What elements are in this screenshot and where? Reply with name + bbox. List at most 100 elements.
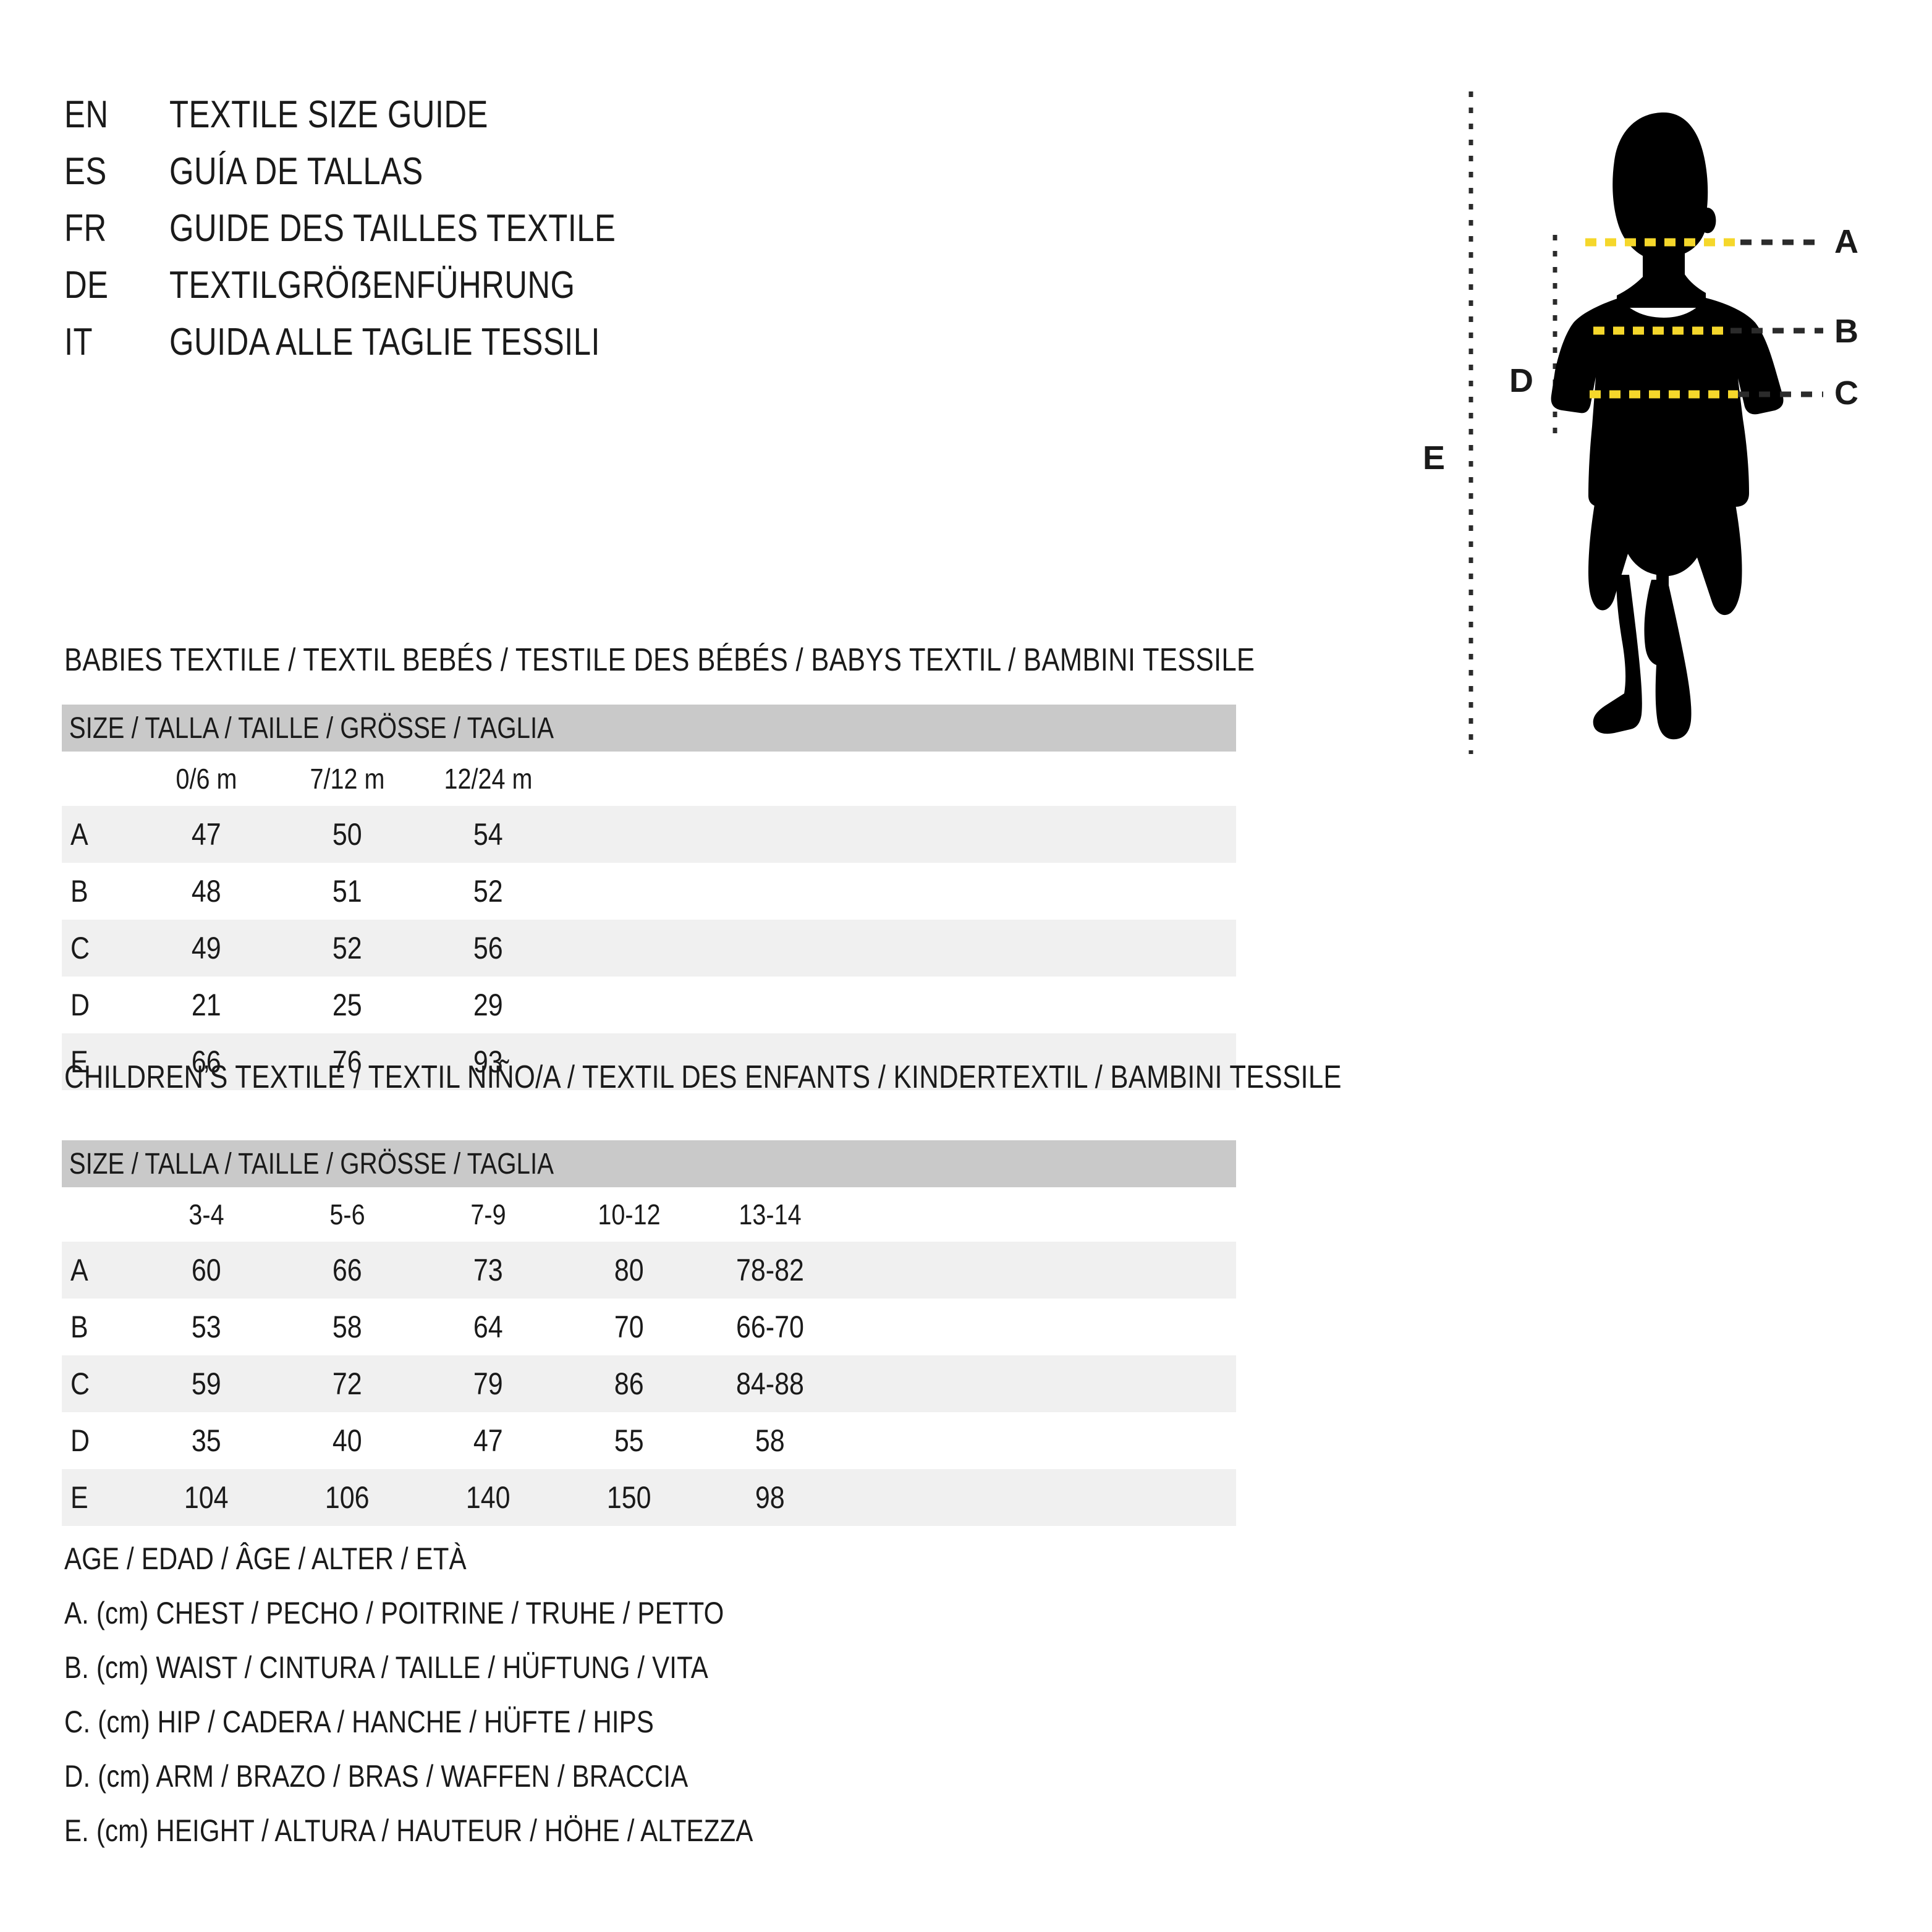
babies-col-header: 12/24 m — [444, 763, 533, 795]
legend-line-age: AGE / EDAD / ÂGE / ALTER / ETÀ — [64, 1541, 467, 1576]
language-title-de: TEXTILGRÖẞENFÜHRUNG — [169, 264, 575, 307]
children-col-header: 3-4 — [189, 1198, 224, 1231]
table-row: E 104 106 140 150 98 — [62, 1469, 1236, 1526]
language-code-en: EN — [64, 93, 109, 136]
table-row: B 48 51 52 — [62, 863, 1236, 920]
children-size-table: SIZE / TALLA / TAILLE / GRÖSSE / TAGLIA … — [62, 1140, 1236, 1526]
babies-size-table: SIZE / TALLA / TAILLE / GRÖSSE / TAGLIA … — [62, 705, 1236, 1090]
spacer-cell — [62, 1187, 136, 1242]
row-letter: E — [62, 1469, 136, 1526]
row-value: 106 — [277, 1469, 418, 1526]
row-value: 47 — [136, 806, 277, 863]
babies-header-label: SIZE / TALLA / TAILLE / GRÖSSE / TAGLIA — [69, 711, 554, 745]
row-value: 25 — [333, 988, 362, 1022]
row-value: 54 — [418, 806, 559, 863]
row-letter: B — [70, 874, 88, 909]
children-column-header-row: 3-4 5-6 7-9 10-12 13-14 — [62, 1187, 1236, 1242]
measurement-legend: AGE / EDAD / ÂGE / ALTER / ETÀ A. (cm) C… — [64, 1532, 884, 1858]
children-col-header: 10-12 — [598, 1198, 661, 1231]
row-value: 51 — [333, 874, 362, 909]
row-value: 58 — [333, 1310, 362, 1344]
row-value: 140 — [418, 1469, 559, 1526]
language-title-fr: GUIDE DES TAILLES TEXTILE — [169, 207, 616, 250]
legend-line-chest: A. (cm) CHEST / PECHO / POITRINE / TRUHE… — [64, 1596, 724, 1630]
spacer-cell — [62, 752, 136, 806]
table-row: C 59 72 79 86 84-88 — [62, 1355, 1236, 1412]
row-value: 66 — [136, 1033, 277, 1090]
dimension-label-e: E — [1423, 439, 1446, 477]
table-row: C 49 52 56 — [62, 920, 1236, 977]
row-value: 56 — [418, 920, 559, 977]
row-value: 49 — [136, 920, 277, 977]
row-letter: A — [62, 806, 136, 863]
row-value: 53 — [192, 1310, 221, 1344]
row-letter: B — [70, 1310, 88, 1344]
row-value: 150 — [559, 1469, 700, 1526]
table-row: D 21 25 29 — [62, 977, 1236, 1033]
row-value: 86 — [559, 1355, 700, 1412]
table-row: D 35 40 47 55 58 — [62, 1412, 1236, 1469]
row-value: 76 — [277, 1033, 418, 1090]
row-value: 72 — [277, 1355, 418, 1412]
legend-line-arm: D. (cm) ARM / BRAZO / BRAS / WAFFEN / BR… — [64, 1759, 688, 1794]
language-title-es: GUÍA DE TALLAS — [169, 150, 423, 193]
language-code-es: ES — [64, 150, 107, 193]
children-col-header: 5-6 — [329, 1198, 365, 1231]
row-value: 84-88 — [700, 1355, 841, 1412]
language-code-fr: FR — [64, 207, 107, 250]
row-value: 79 — [418, 1355, 559, 1412]
row-value: 21 — [192, 988, 221, 1022]
babies-column-header-row: 0/6 m 7/12 m 12/24 m — [62, 752, 1236, 806]
row-value: 66 — [277, 1242, 418, 1299]
language-row: FR GUIDE DES TAILLES TEXTILE — [64, 206, 930, 263]
dimension-label-d: D — [1509, 362, 1533, 399]
row-value: 104 — [136, 1469, 277, 1526]
babies-col-header: 0/6 m — [176, 763, 237, 795]
row-value: 78-82 — [700, 1242, 841, 1299]
row-value: 58 — [755, 1423, 785, 1458]
legend-line-height: E. (cm) HEIGHT / ALTURA / HAUTEUR / HÖHE… — [64, 1813, 753, 1848]
table-row: A 60 66 73 80 78-82 — [62, 1242, 1236, 1299]
body-measurement-diagram: E D A B C — [1397, 80, 1904, 773]
row-value: 55 — [614, 1423, 644, 1458]
row-value: 52 — [277, 920, 418, 977]
row-value: 80 — [559, 1242, 700, 1299]
row-value: 48 — [192, 874, 221, 909]
row-value: 35 — [192, 1423, 221, 1458]
language-row: DE TEXTILGRÖẞENFÜHRUNG — [64, 263, 930, 320]
row-value: 40 — [333, 1423, 362, 1458]
language-code-it: IT — [64, 321, 93, 363]
language-header-block: EN TEXTILE SIZE GUIDE ES GUÍA DE TALLAS … — [64, 93, 930, 377]
row-value: 93 — [418, 1033, 559, 1090]
row-value: 52 — [473, 874, 503, 909]
row-value: 60 — [136, 1242, 277, 1299]
language-row: ES GUÍA DE TALLAS — [64, 150, 930, 206]
language-row: IT GUIDA ALLE TAGLIE TESSILI — [64, 320, 930, 377]
babies-table-header-bar: SIZE / TALLA / TAILLE / GRÖSSE / TAGLIA — [62, 705, 1236, 752]
babies-col-header: 7/12 m — [310, 763, 385, 795]
dimension-label-b: B — [1834, 313, 1858, 350]
language-code-de: DE — [64, 264, 109, 307]
language-row: EN TEXTILE SIZE GUIDE — [64, 93, 930, 150]
row-value: 73 — [418, 1242, 559, 1299]
row-value: 66-70 — [735, 1310, 804, 1344]
row-letter: D — [70, 988, 90, 1022]
language-title-en: TEXTILE SIZE GUIDE — [169, 93, 488, 136]
child-silhouette — [1551, 112, 1784, 740]
table-row: B 53 58 64 70 66-70 — [62, 1299, 1236, 1355]
row-letter: C — [62, 920, 136, 977]
row-value: 29 — [473, 988, 503, 1022]
row-letter: D — [70, 1423, 90, 1458]
dimension-label-a: A — [1834, 223, 1858, 260]
table-row: A 47 50 54 — [62, 806, 1236, 863]
children-table-header-bar: SIZE / TALLA / TAILLE / GRÖSSE / TAGLIA — [62, 1140, 1236, 1187]
row-value: 98 — [700, 1469, 841, 1526]
babies-section-title: BABIES TEXTILE / TEXTIL BEBÉS / TESTILE … — [64, 642, 1255, 678]
language-title-it: GUIDA ALLE TAGLIE TESSILI — [169, 321, 600, 363]
row-letter: E — [62, 1033, 136, 1090]
table-row: E 66 76 93 — [62, 1033, 1236, 1090]
row-value: 47 — [473, 1423, 503, 1458]
legend-line-hip: C. (cm) HIP / CADERA / HANCHE / HÜFTE / … — [64, 1705, 655, 1739]
row-value: 70 — [614, 1310, 644, 1344]
row-letter: A — [62, 1242, 136, 1299]
